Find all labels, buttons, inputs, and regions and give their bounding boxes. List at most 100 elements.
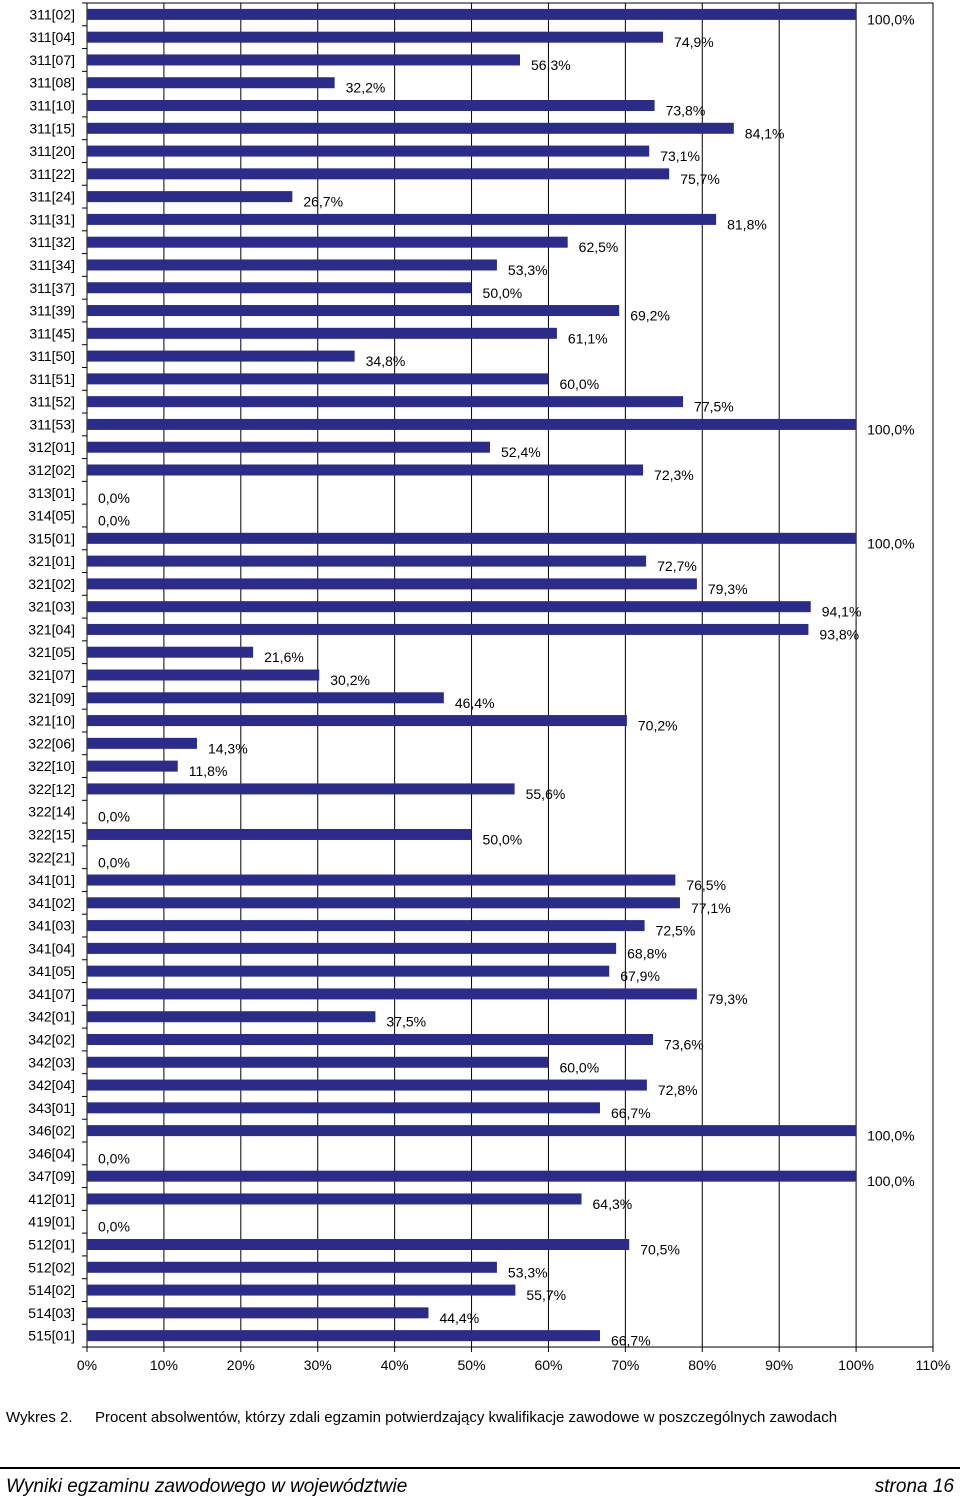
data-label: 77,5% — [694, 399, 734, 415]
category-label: 322[12] — [28, 781, 75, 797]
x-tick-label: 80% — [688, 1357, 716, 1373]
bar — [87, 1284, 516, 1296]
data-label: 100,0% — [867, 421, 914, 437]
bar — [87, 54, 520, 66]
category-label: 346[02] — [28, 1123, 75, 1139]
data-label: 73,6% — [664, 1036, 704, 1052]
category-label: 321[09] — [28, 690, 75, 706]
category-label: 321[04] — [28, 621, 75, 637]
data-label: 0,0% — [98, 490, 130, 506]
data-label: 53,3% — [508, 262, 548, 278]
bar — [87, 305, 620, 317]
bar — [87, 988, 697, 1000]
bar — [87, 282, 472, 294]
data-label: 55,7% — [526, 1287, 566, 1303]
category-label: 311[37] — [29, 280, 75, 296]
bar — [87, 8, 857, 20]
data-label: 72,8% — [658, 1082, 698, 1098]
category-label: 311[51] — [29, 371, 75, 387]
bar — [87, 532, 857, 544]
category-label: 311[04] — [29, 29, 75, 45]
data-label: 69,2% — [630, 308, 670, 324]
category-label: 347[09] — [28, 1168, 75, 1184]
bar — [87, 1193, 582, 1205]
data-label: 0,0% — [98, 1150, 130, 1166]
bar — [87, 601, 811, 613]
bar — [87, 100, 655, 112]
bar — [87, 715, 627, 727]
bar — [87, 191, 293, 203]
bar — [87, 897, 680, 909]
data-label: 100,0% — [867, 11, 914, 27]
data-label: 73,1% — [660, 148, 700, 164]
data-label: 37,5% — [386, 1014, 426, 1030]
x-tick-label: 110% — [916, 1357, 951, 1373]
bar — [87, 1239, 630, 1251]
category-label: 311[07] — [29, 52, 75, 68]
data-label: 64,3% — [593, 1196, 633, 1212]
category-label: 342[04] — [28, 1077, 75, 1093]
data-label: 0,0% — [98, 1219, 130, 1235]
category-label: 341[04] — [28, 940, 75, 956]
x-tick-label: 40% — [381, 1357, 409, 1373]
bar — [87, 350, 355, 362]
data-label: 60,0% — [559, 1059, 599, 1075]
bar — [87, 145, 650, 157]
data-label: 32,2% — [346, 80, 386, 96]
bar — [87, 783, 515, 795]
data-label: 72,3% — [654, 467, 694, 483]
data-label: 53,3% — [508, 1264, 548, 1280]
bar — [87, 1102, 600, 1114]
category-label: 312[02] — [28, 462, 75, 478]
bar — [87, 760, 178, 772]
x-tick-label: 20% — [227, 1357, 255, 1373]
data-label: 100,0% — [867, 535, 914, 551]
category-label: 322[10] — [28, 758, 75, 774]
bar — [87, 828, 472, 840]
category-label: 311[32] — [29, 234, 75, 250]
category-label: 512[02] — [28, 1259, 75, 1275]
x-tick-label: 50% — [458, 1357, 486, 1373]
bar — [87, 1125, 857, 1137]
category-label: 321[05] — [28, 644, 75, 660]
data-label: 67,9% — [620, 968, 660, 984]
page-number: strona 16 — [874, 1476, 954, 1497]
data-label: 84,1% — [745, 125, 785, 141]
category-label: 311[53] — [29, 416, 75, 432]
category-label: 341[03] — [28, 918, 75, 934]
figure-caption: Wykres 2. Procent absolwentów, którzy zda… — [6, 1409, 837, 1426]
category-label: 311[50] — [29, 348, 75, 364]
bar — [87, 259, 497, 271]
category-label: 312[01] — [28, 439, 75, 455]
bar — [87, 920, 645, 932]
bar — [87, 578, 697, 590]
data-label: 0,0% — [98, 854, 130, 870]
data-label: 14,3% — [208, 740, 248, 756]
category-label: 311[34] — [29, 257, 75, 273]
category-label: 311[52] — [29, 394, 75, 410]
category-label: 412[01] — [28, 1191, 75, 1207]
bar — [87, 441, 491, 453]
data-label: 0,0% — [98, 513, 130, 529]
x-tick-label: 0% — [77, 1357, 97, 1373]
x-tick-label: 10% — [150, 1357, 178, 1373]
data-label: 72,5% — [656, 923, 696, 939]
bar — [87, 1170, 857, 1182]
bar — [87, 1011, 376, 1023]
bar — [87, 31, 664, 43]
bar-chart: 0% 10% 20% 30% 40% 50% 60% 70% 80% 90% 100% 110% 311… — [28, 2, 951, 1373]
bar — [87, 692, 444, 704]
bar — [87, 942, 617, 954]
data-label: 62,5% — [579, 239, 619, 255]
x-tick-label: 90% — [765, 1357, 793, 1373]
data-label: 77,1% — [691, 900, 731, 916]
category-label: 314[05] — [28, 508, 75, 524]
data-label: 66,7% — [611, 1333, 651, 1349]
category-label: 311[22] — [29, 166, 75, 182]
x-tick-label: 60% — [534, 1357, 562, 1373]
bar — [87, 213, 717, 225]
bar — [87, 1330, 600, 1342]
category-label: 512[01] — [28, 1237, 75, 1253]
data-label: 100,0% — [867, 1128, 914, 1144]
data-label: 50,0% — [483, 285, 523, 301]
